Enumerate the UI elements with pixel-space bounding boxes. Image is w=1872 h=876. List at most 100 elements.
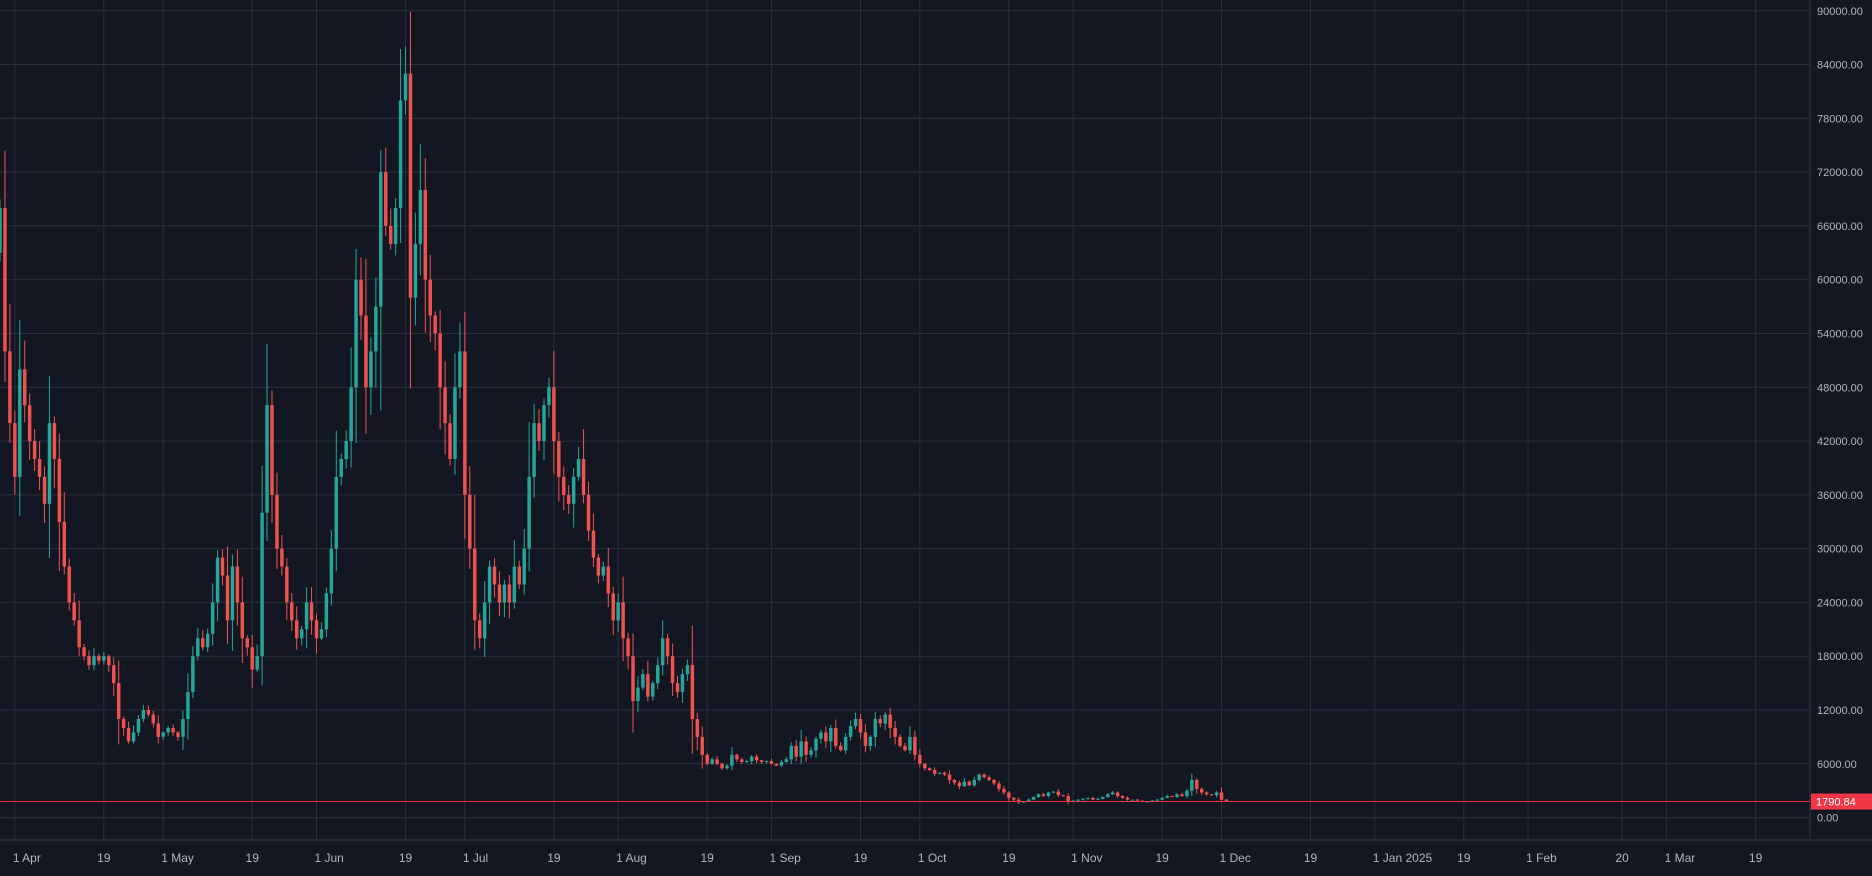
candle-up [576,458,581,477]
candle-up [522,548,526,585]
candle-up [0,207,2,253]
candle-down [903,745,907,751]
candle-up [725,765,729,769]
candle-up [344,441,348,459]
price-tick-label: 90000.00 [1817,6,1863,18]
candle-up [1081,798,1085,800]
price-tick-label: 78000.00 [1817,113,1863,125]
candle-up [398,100,403,208]
candle-down [932,770,937,774]
price-axis[interactable]: 90000.00 84000.00 78000.00 72000.00 66000.00… [1809,0,1863,840]
candle-up [764,761,769,763]
candle-up [369,351,373,388]
time-tick-label: 1 Nov [1071,851,1102,865]
candle-down [878,718,883,724]
candle-down [87,656,91,666]
candle-down [1012,797,1016,800]
candle-up [1046,792,1051,797]
price-tick-label: 36000.00 [1817,490,1863,502]
candle-up [1214,792,1219,796]
candle-down [225,575,230,621]
candle-down [438,333,442,388]
candle-down [126,727,131,742]
candle-down [290,602,294,621]
candle-up [972,779,976,786]
candle-down [1135,799,1140,801]
candle-up [166,727,170,733]
price-tick-label: 6000.00 [1817,759,1857,771]
candle-down [695,718,700,737]
candle-down [423,190,428,280]
candle-up [962,781,967,787]
candle-up [265,405,269,513]
candle-up [636,687,640,702]
candle-down [591,530,596,558]
candle-down [754,756,759,761]
time-tick-label: 19 [399,851,413,865]
time-tick-label: 1 Sep [769,851,801,865]
candle-down [1224,799,1229,802]
candle-down [57,458,62,522]
candle-up [418,190,423,244]
current-price-label: 1790.84 [1816,797,1856,809]
candle-down [77,620,81,648]
candle-up [186,692,190,719]
candle-down [1170,796,1174,798]
candle-up [1036,794,1041,797]
candle-up [512,566,517,603]
candle-down [987,777,991,780]
candle-up [814,738,818,751]
candle-down [156,723,160,737]
candle-down [220,557,225,576]
candle-down [492,566,497,585]
candle-up [1175,794,1179,797]
time-tick-label: 20 [1615,851,1629,865]
candle-down [967,781,972,786]
candle-up [1106,794,1110,797]
candle-down [275,494,279,549]
candle-up [393,207,398,244]
candle-down [893,727,897,737]
candle-up [487,566,492,603]
candle-down [250,647,254,670]
time-tick-label: 19 [97,851,111,865]
candle-down [596,557,601,576]
candle-down [888,714,892,728]
price-tick-label: 24000.00 [1817,597,1863,609]
candle-down [121,718,126,728]
candle-up [784,759,789,763]
candle-up [868,736,873,746]
candle-down [923,763,927,769]
candle-down [72,602,76,621]
candle-down [562,476,566,495]
candle-down [611,593,615,621]
candles [0,11,1229,805]
candle-up [304,602,309,630]
candle-down [62,521,67,567]
candle-up [1190,779,1194,791]
candle-up [1051,791,1056,793]
candle-up [319,629,324,639]
time-tick-label: 19 [1457,851,1471,865]
candle-down [270,405,274,495]
candle-down [1195,779,1199,789]
candle-up [1110,792,1115,795]
candle-down [581,458,586,495]
current-price-badge [1811,793,1872,810]
candle-down [942,772,947,775]
candle-down [448,423,452,459]
candle-up [349,387,353,442]
candle-up [379,172,383,307]
candle-down [997,783,1001,789]
candle-up [354,279,358,388]
candle-down [3,207,7,352]
price-tick-label: 18000.00 [1817,651,1863,663]
candle-down [443,387,447,424]
candle-up [809,750,813,755]
grid-lines [0,0,1810,840]
candle-down [473,548,477,621]
time-axis[interactable]: 1 Apr 19 1 May 19 1 Jun 19 1 Jul 19 1 Aug 19 1 Sep… [0,839,1872,865]
candle-down [804,741,808,755]
